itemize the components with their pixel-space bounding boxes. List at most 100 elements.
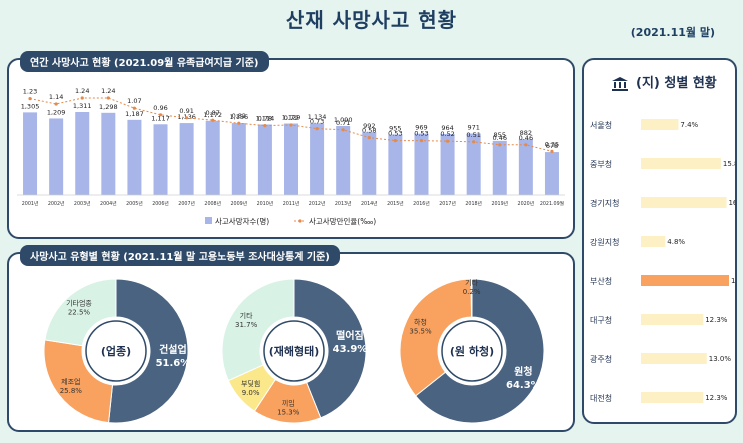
page-title: 산재 사망사고 현황 xyxy=(285,8,458,32)
slice-pct-label: 64.3% xyxy=(506,380,541,391)
rate-value-label: 0.82 xyxy=(232,112,246,120)
offices-title-text: (지) 청별 현황 xyxy=(636,76,717,91)
bar-value-label: 1,209 xyxy=(47,108,66,116)
x-tick-label: 2020년 xyxy=(518,200,535,207)
rate-point xyxy=(28,97,32,101)
bar-value-label: 1,298 xyxy=(99,103,118,111)
x-tick-label: 2002년 xyxy=(48,200,65,207)
donut-center-ring xyxy=(85,320,147,382)
rate-point xyxy=(498,143,502,147)
pie-slice xyxy=(43,339,114,424)
pie-slice xyxy=(44,278,117,347)
annual-panel: 1,305 1.23 2001년 1,209 1.14 2002년 1,311 1.24 200… xyxy=(7,58,575,239)
pie-slice xyxy=(107,278,189,424)
rate-point xyxy=(211,118,215,122)
rate-point xyxy=(106,96,110,100)
rate-point xyxy=(185,116,189,120)
office-name-label: 강원지청 xyxy=(590,237,619,247)
rate-point xyxy=(445,139,450,143)
x-tick-label: 2008년 xyxy=(204,200,221,207)
rate-point xyxy=(54,102,58,106)
bar xyxy=(23,112,38,195)
bar xyxy=(388,134,403,195)
pie-slice xyxy=(293,278,367,419)
legend-bar-swatch xyxy=(205,217,212,224)
office-name-label: 대전청 xyxy=(590,393,612,403)
x-tick-label: 2005년 xyxy=(126,200,143,207)
bar-value-label: 971 xyxy=(467,124,479,132)
bar-value-label: 1,117 xyxy=(151,114,170,122)
pie-slice xyxy=(470,278,473,318)
slice-pct-label: 0.2% xyxy=(463,288,481,296)
bar xyxy=(518,139,533,195)
bar xyxy=(179,123,194,195)
donut-center-label: (원 하청) xyxy=(450,344,494,358)
office-value-label: 4.8% xyxy=(667,238,685,246)
slice-name-label: 제조업 xyxy=(61,378,80,386)
bar-value-label: 1,134 xyxy=(308,113,327,121)
x-tick-label: 2009년 xyxy=(230,200,247,207)
bar xyxy=(362,132,377,195)
rate-value-label: 1.24 xyxy=(101,87,115,95)
slice-name-label: 끼임 xyxy=(282,399,295,408)
rate-point xyxy=(158,113,163,117)
rate-point xyxy=(419,139,424,143)
donut-center-ring xyxy=(263,320,325,382)
rate-point xyxy=(132,106,137,110)
rate-value-label: 0.53 xyxy=(414,130,428,138)
rate-value-label: 0.91 xyxy=(179,107,193,115)
slice-pct-label: 9.0% xyxy=(242,389,260,397)
slice-pct-label: 15.3% xyxy=(277,409,300,417)
bar-value-label: 1,114 xyxy=(256,114,275,122)
date-label: (2021.11월 말) xyxy=(630,26,715,39)
office-name-label: 경기지청 xyxy=(590,198,619,208)
office-value-label: 12.3% xyxy=(705,316,728,324)
bar-value-label: 855 xyxy=(494,131,506,139)
bar-value-label: 1,187 xyxy=(125,110,144,118)
rate-value-label: 0.96 xyxy=(153,104,167,112)
rate-value-label: 0.71 xyxy=(336,119,350,127)
bar xyxy=(49,118,64,195)
pie-slice xyxy=(399,278,473,397)
legend-line-marker xyxy=(298,219,302,223)
x-tick-label: 2015년 xyxy=(387,200,404,207)
types-badge: 사망사고 유형별 현황 (2021.11월 말 고용노동부 조사대상통계 기준) xyxy=(20,245,340,266)
bar xyxy=(466,133,481,195)
bar xyxy=(75,112,90,195)
rate-value-label: 0.79 xyxy=(284,114,298,122)
bar-value-label: 1,129 xyxy=(282,114,301,122)
rate-value-label: 1.23 xyxy=(23,88,37,96)
slice-pct-label: 31.7% xyxy=(235,321,258,329)
office-bar xyxy=(641,197,727,208)
offices-title: (지) 청별 현황 xyxy=(612,72,717,91)
donut-center-ring xyxy=(441,320,503,382)
types-panel: 건설업 51.6% 제조업 25.8% 기타업종 22.5% (업종) 떨어짐 43.9% 끼임 1… xyxy=(7,252,575,432)
office-name-label: 중부청 xyxy=(590,160,612,169)
x-tick-label: 2012년 xyxy=(309,200,326,207)
legend-bar-label: 사고사망자수(명) xyxy=(215,216,269,226)
bar xyxy=(310,123,325,195)
donut-center-label: (업종) xyxy=(101,345,131,358)
legend-line-label: 사고사망만인율(‱) xyxy=(309,216,376,226)
rate-value-label: 1.24 xyxy=(75,87,89,95)
rate-point xyxy=(550,149,554,153)
office-bar xyxy=(641,119,679,130)
offices-panel: (지) 청별 현황 서울청 7.4% 중부청 15.8% 경기지청 16.9% 강원지청 4.… xyxy=(582,58,737,424)
office-bar xyxy=(641,275,729,286)
bar xyxy=(284,123,298,195)
rate-point xyxy=(289,123,293,127)
bar xyxy=(440,133,455,195)
slice-name-label: 부딪힘 xyxy=(241,379,260,388)
x-tick-label: 2010년 xyxy=(257,200,274,207)
rate-point xyxy=(237,121,241,125)
bar-value-label: 1,090 xyxy=(334,116,353,124)
office-bar xyxy=(641,314,704,325)
slice-pct-label: 25.8% xyxy=(60,387,83,395)
donut-center-label: (재해형태) xyxy=(269,344,320,358)
office-bar xyxy=(641,353,707,364)
slice-name-label: 원청 xyxy=(514,365,532,378)
office-value-label: 15.8% xyxy=(723,160,735,168)
slice-name-label: 기타 xyxy=(240,311,253,320)
slice-name-label: 하청 xyxy=(414,318,427,327)
rate-value-label: 0.73 xyxy=(310,118,324,126)
